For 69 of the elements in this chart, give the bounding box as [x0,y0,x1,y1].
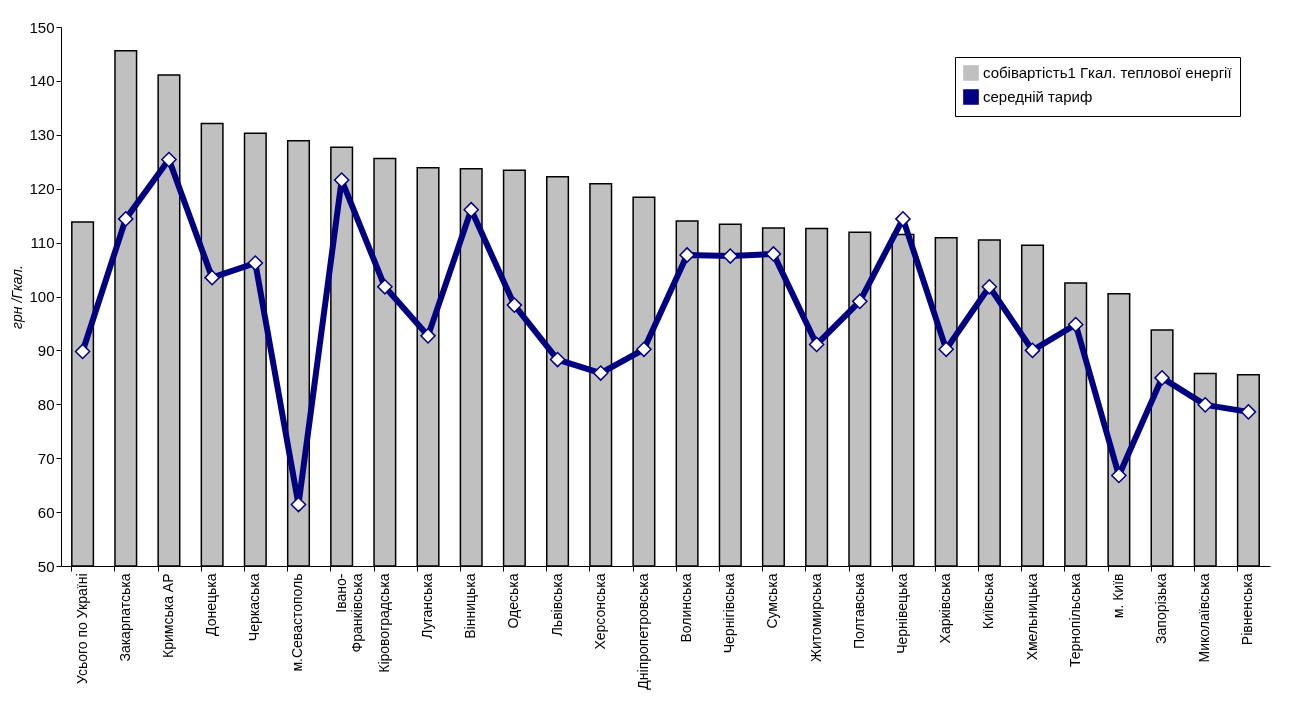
point [808,336,825,353]
x-tick-label: Кримська АР [159,573,176,658]
x-tick-label: Миколаївська [1196,573,1213,663]
x-tick-label: Київська [980,573,997,630]
point [636,341,652,358]
x-tick-label: Усього по Україні [73,573,90,684]
x-tick-label: Закарпатська [116,573,133,662]
y-tick-label: 50 [37,557,55,575]
x-tick-label: Черкаська [246,573,263,642]
point [1024,342,1041,359]
x-tick-label: Вінницька [462,573,479,639]
y-tick-label: 80 [37,395,55,413]
x-tick-label: Хмельницька [1023,573,1040,661]
point [117,211,134,227]
y-tick-label: 70 [37,449,55,467]
x-tick-label: Харківська [937,573,954,644]
x-tick-label: Львівська [548,573,565,637]
y-tick-label: 140 [29,72,55,90]
y-tick-label: 130 [29,126,55,144]
y-tick-label: 110 [30,234,55,252]
x-tick-label: Чернігівська [721,573,738,654]
point [851,293,868,310]
y-tick-label: 120 [29,180,55,198]
point [592,365,609,381]
x-tick-label: Донецька [203,573,220,636]
point [1197,397,1214,413]
point [981,278,998,295]
x-tick-label: Рівненська [1239,573,1256,646]
x-tick-label: Кіровоградська [375,573,392,673]
x-tick-label: Одеська [505,573,522,629]
point [161,151,177,168]
x-tick-label: Запорізька [1153,573,1170,644]
y-axis-title: грн /Гкал. [9,265,26,329]
y-tick-label: 150 [29,18,55,36]
point [938,341,954,358]
point [1240,404,1257,420]
point [765,246,782,262]
x-tick-label: Тернопільська [1066,573,1083,668]
point [333,172,350,188]
x-tick-label: Херсонська [591,573,608,650]
point [463,201,480,218]
x-tick-label: м. Київ [1109,573,1126,619]
point [549,351,566,368]
point [506,297,523,313]
x-tick-label: Волинська [678,573,695,643]
legend-label: собівартість1 Гкал. теплової енергії [983,64,1233,81]
x-tick-label: м.Севастополь [289,573,306,672]
y-tick-label: 100 [29,288,55,305]
x-tick-label: Полтавська [850,573,867,650]
point [1111,467,1127,484]
legend-label: середній тариф [983,88,1093,105]
point [420,328,436,344]
x-tick-label: Житомирська [807,573,824,663]
point [377,278,393,295]
x-tick-label: Чернівецька [893,573,910,654]
y-tick-label: 60 [37,503,55,521]
y-tick-label: 90 [37,341,55,359]
x-tick-label: Луганська [419,573,436,639]
point [247,255,264,271]
point [204,269,220,286]
x-tick-label: Сумська [764,573,781,629]
point [290,496,307,513]
point [74,343,91,360]
x-tick-label: Дніпропетровська [634,573,651,690]
point [679,247,695,263]
point [1154,370,1170,386]
point [895,211,911,227]
point [1067,316,1084,333]
point [722,248,739,264]
